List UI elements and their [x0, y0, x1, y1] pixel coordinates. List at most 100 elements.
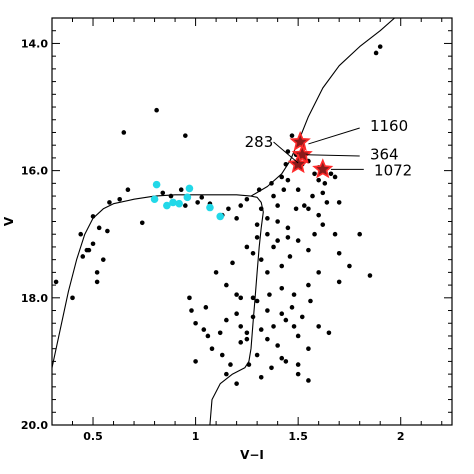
star-point	[279, 355, 285, 361]
star-point	[105, 228, 110, 234]
star-point	[283, 359, 289, 364]
star-point	[336, 279, 342, 285]
star-point	[373, 50, 379, 56]
star-point	[238, 295, 244, 301]
star-point	[367, 273, 373, 278]
y-tick-label: 16.0	[21, 165, 48, 178]
star-point	[219, 352, 225, 358]
y-axis-title: V	[2, 216, 16, 226]
star-point	[234, 292, 239, 297]
star-point	[254, 298, 260, 304]
star-point	[281, 187, 287, 193]
star-point	[94, 279, 100, 285]
star-point	[328, 171, 334, 177]
star-point	[224, 371, 229, 377]
star-point	[306, 247, 311, 253]
y-tick-label: 14.0	[21, 37, 48, 50]
star-point	[269, 181, 274, 186]
star-point	[332, 174, 338, 180]
star-point	[306, 282, 311, 288]
star-point	[121, 130, 127, 135]
star-point	[217, 330, 223, 336]
annotation-leader-line	[306, 154, 360, 157]
star-point	[244, 336, 250, 342]
axis-ticks: 0.5 1 1.5 2 14.0 16.0 18.0 20.0	[21, 17, 452, 443]
star-point	[310, 193, 315, 199]
star-point	[139, 220, 145, 226]
star-point	[279, 311, 285, 317]
blue-straggler-point	[152, 180, 161, 189]
blue-straggler-point	[185, 184, 194, 193]
star-point	[254, 352, 260, 358]
star-point	[295, 362, 301, 367]
star-point	[100, 257, 106, 262]
star-point	[285, 235, 291, 240]
isochrone-branch-1	[52, 194, 264, 425]
star-point	[94, 270, 100, 275]
isochrone-layer	[52, 18, 395, 425]
star-point	[377, 44, 383, 49]
star-point	[306, 206, 311, 212]
star-point	[178, 187, 184, 193]
star-point	[234, 216, 239, 221]
star-point	[332, 231, 338, 237]
x-tick-label: 1.5	[288, 430, 308, 443]
star-point	[295, 238, 301, 243]
blue-straggler-point	[183, 193, 192, 202]
star-point	[336, 200, 342, 205]
blue-straggler-point	[175, 199, 183, 208]
star-point	[265, 336, 270, 342]
star-point	[326, 330, 332, 336]
star-point	[244, 196, 250, 202]
star-point	[316, 212, 321, 218]
star-point	[250, 295, 256, 301]
star-point	[160, 190, 166, 196]
star-point	[283, 161, 289, 167]
star-point	[293, 206, 299, 212]
star-point	[275, 238, 280, 243]
star-point	[96, 225, 102, 231]
star-point	[244, 330, 250, 336]
star-point	[283, 317, 289, 323]
star-point	[213, 270, 219, 275]
star-point	[226, 206, 231, 212]
star-point	[154, 107, 159, 113]
star-point	[265, 270, 270, 275]
x-tick-label: 2	[397, 430, 405, 443]
star-point	[246, 362, 252, 367]
star-point	[187, 295, 192, 301]
star-point	[254, 235, 260, 240]
star-point	[117, 196, 122, 202]
star-point	[234, 311, 239, 317]
star-point	[90, 241, 96, 247]
isochrone-branch-2	[250, 18, 395, 197]
annotation-label: 1072	[374, 162, 412, 180]
highlighted-star-point	[312, 158, 334, 179]
star-point	[256, 187, 262, 193]
star-point	[205, 333, 211, 339]
star-point	[107, 200, 112, 205]
highlighted-star-point	[291, 143, 313, 164]
star-point	[347, 263, 352, 269]
star-point	[258, 206, 264, 212]
star-point	[291, 292, 297, 297]
star-point	[316, 324, 321, 329]
star-point	[285, 225, 291, 231]
annotation-label: 1160	[370, 117, 408, 135]
star-point	[78, 231, 84, 237]
star-point	[295, 187, 301, 193]
star-point	[230, 260, 235, 266]
star-point	[265, 216, 270, 221]
star-point	[279, 263, 285, 269]
x-axis-title: V−I	[240, 448, 264, 462]
y-tick-label: 18.0	[21, 292, 48, 305]
star-point	[183, 133, 188, 138]
highlighted-star-point	[289, 130, 311, 152]
star-point	[80, 254, 86, 259]
blue-straggler-point	[169, 198, 177, 207]
star-point	[271, 193, 276, 199]
star-point	[289, 133, 295, 138]
star-point	[86, 247, 92, 253]
